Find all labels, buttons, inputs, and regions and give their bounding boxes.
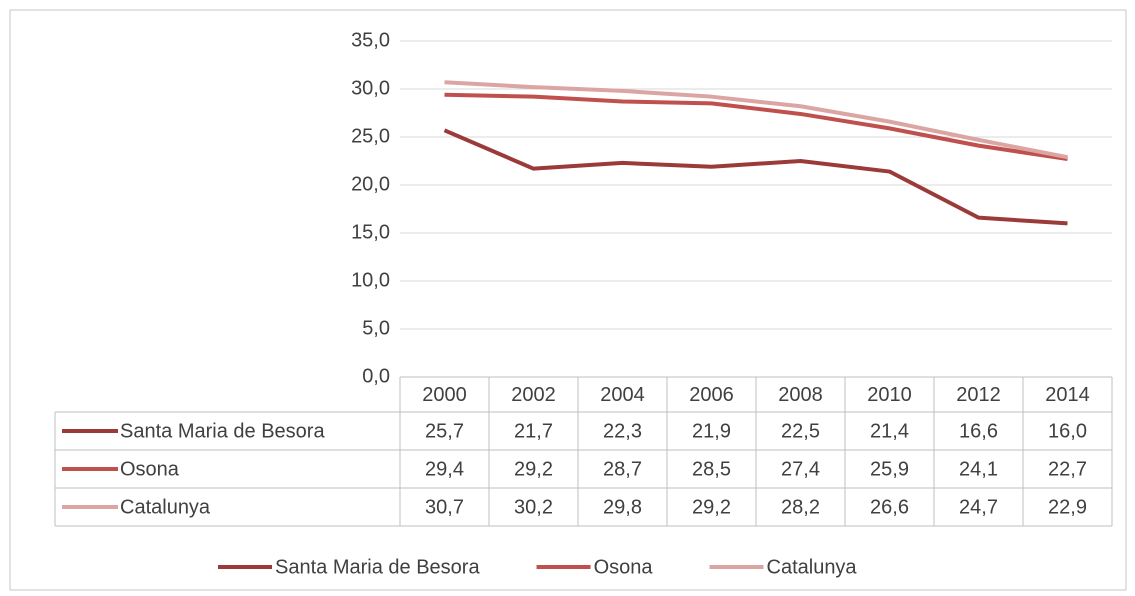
table-cell: 24,1	[959, 458, 998, 480]
x-tick-label: 2006	[689, 384, 734, 406]
y-tick-label: 35,0	[351, 29, 390, 51]
table-cell: 27,4	[781, 458, 820, 480]
table-cell: 29,2	[692, 496, 731, 518]
x-tick-label: 2014	[1045, 384, 1090, 406]
y-tick-label: 0,0	[362, 365, 390, 387]
x-tick-label: 2002	[511, 384, 556, 406]
table-cell: 30,7	[425, 496, 464, 518]
table-cell: 29,4	[425, 458, 464, 480]
table-cell: 28,7	[603, 458, 642, 480]
x-tick-label: 2004	[600, 384, 645, 406]
y-tick-label: 25,0	[351, 125, 390, 147]
y-tick-label: 30,0	[351, 77, 390, 99]
table-cell: 21,4	[870, 420, 909, 442]
table-cell: 22,3	[603, 420, 642, 442]
table-row-label: Catalunya	[120, 496, 211, 518]
table-cell: 26,6	[870, 496, 909, 518]
series-line	[443, 128, 1068, 226]
table-cell: 28,5	[692, 458, 731, 480]
x-tick-label: 2010	[867, 384, 912, 406]
legend-label: Santa Maria de Besora	[275, 556, 480, 578]
table-cell: 16,0	[1048, 420, 1087, 442]
x-tick-label: 2008	[778, 384, 823, 406]
legend-label: Osona	[594, 556, 654, 578]
table-row-label: Osona	[120, 458, 180, 480]
y-tick-label: 10,0	[351, 269, 390, 291]
table-cell: 25,9	[870, 458, 909, 480]
x-tick-label: 2012	[956, 384, 1001, 406]
table-cell: 24,7	[959, 496, 998, 518]
table-cell: 22,5	[781, 420, 820, 442]
legend-label: Catalunya	[767, 556, 858, 578]
table-cell: 28,2	[781, 496, 820, 518]
table-cell: 30,2	[514, 496, 553, 518]
table-cell: 22,9	[1048, 496, 1087, 518]
table-cell: 21,7	[514, 420, 553, 442]
table-cell: 21,9	[692, 420, 731, 442]
y-tick-label: 5,0	[362, 317, 390, 339]
table-cell: 16,6	[959, 420, 998, 442]
series-line	[444, 92, 1068, 162]
x-tick-label: 2000	[422, 384, 467, 406]
table-cell: 25,7	[425, 420, 464, 442]
series-line	[444, 80, 1068, 160]
y-tick-label: 20,0	[351, 173, 390, 195]
chart-border	[9, 9, 1127, 591]
table-row-label: Santa Maria de Besora	[120, 420, 325, 442]
table-cell: 22,7	[1048, 458, 1087, 480]
y-tick-label: 15,0	[351, 221, 390, 243]
table-cell: 29,2	[514, 458, 553, 480]
table-cell: 29,8	[603, 496, 642, 518]
